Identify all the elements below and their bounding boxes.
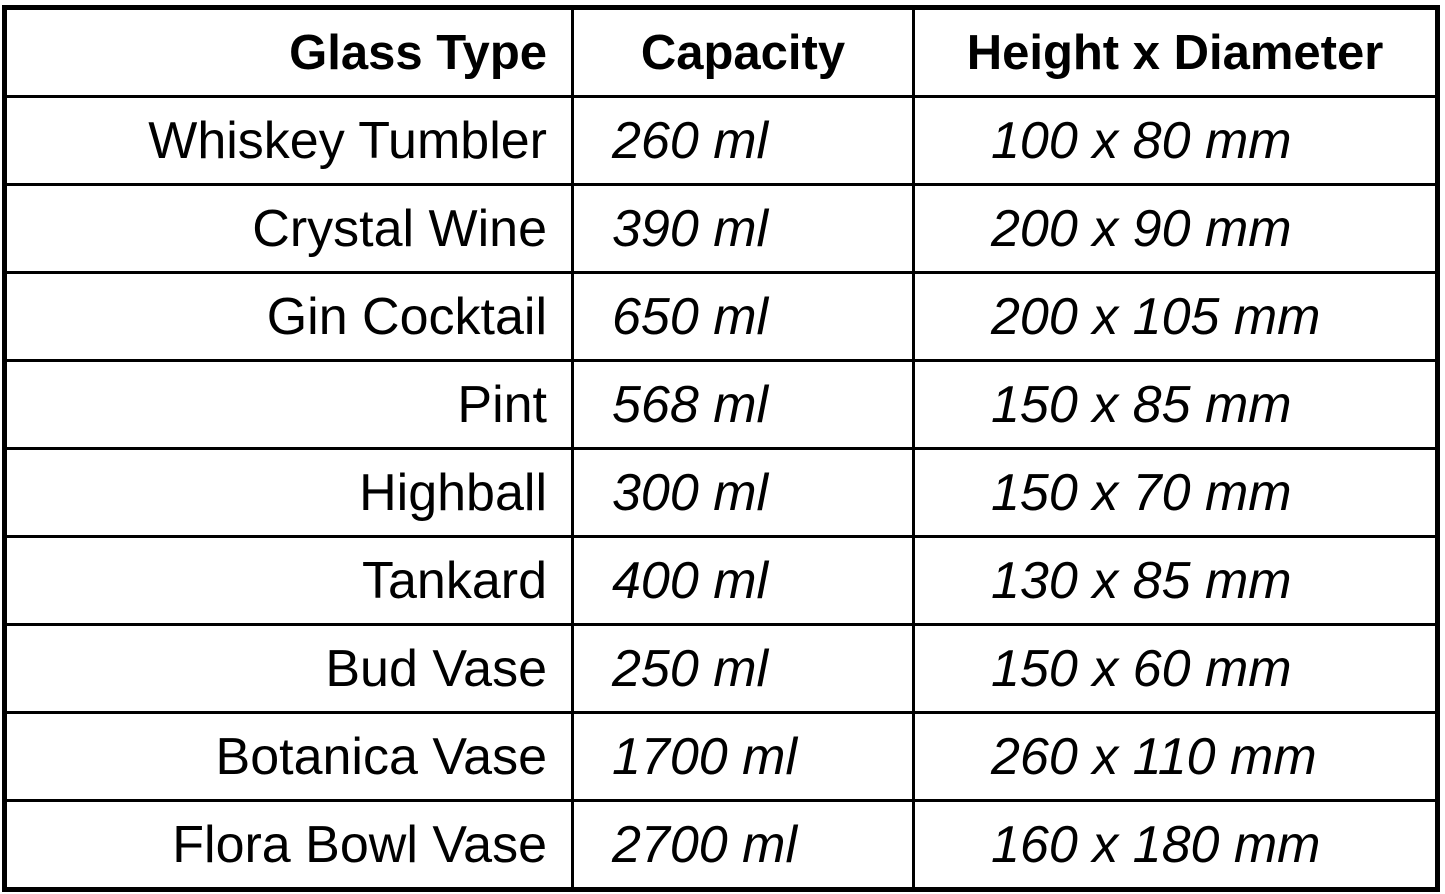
capacity-cell: 2700 ml: [571, 799, 915, 891]
glass-type-cell: Flora Bowl Vase: [3, 799, 574, 891]
table-row: Botanica Vase 1700 ml 260 x 110 mm: [3, 711, 1439, 802]
table-row: Crystal Wine 390 ml 200 x 90 mm: [3, 183, 1439, 274]
capacity-cell: 250 ml: [571, 623, 915, 714]
dimensions-cell: 200 x 105 mm: [912, 271, 1439, 362]
table-body: Whiskey Tumbler 260 ml 100 x 80 mm Crystal …: [3, 95, 1439, 891]
dimensions-cell: 150 x 70 mm: [912, 447, 1439, 538]
capacity-cell: 390 ml: [571, 183, 915, 274]
glass-specs-table: Glass Type Capacity Height x Diameter Wh…: [2, 5, 1440, 892]
capacity-cell: 260 ml: [571, 95, 915, 186]
glass-type-cell: Whiskey Tumbler: [3, 95, 574, 186]
table-row: Gin Cocktail 650 ml 200 x 105 mm: [3, 271, 1439, 362]
capacity-cell: 300 ml: [571, 447, 915, 538]
capacity-cell: 650 ml: [571, 271, 915, 362]
header-capacity: Capacity: [571, 6, 915, 98]
capacity-cell: 568 ml: [571, 359, 915, 450]
header-row: Glass Type Capacity Height x Diameter: [3, 6, 1439, 98]
dimensions-cell: 260 x 110 mm: [912, 711, 1439, 802]
glass-type-cell: Highball: [3, 447, 574, 538]
dimensions-cell: 200 x 90 mm: [912, 183, 1439, 274]
glass-type-cell: Botanica Vase: [3, 711, 574, 802]
dimensions-cell: 100 x 80 mm: [912, 95, 1439, 186]
glass-type-cell: Gin Cocktail: [3, 271, 574, 362]
header-dimensions: Height x Diameter: [912, 6, 1439, 98]
glass-type-cell: Pint: [3, 359, 574, 450]
dimensions-cell: 150 x 60 mm: [912, 623, 1439, 714]
header-glass-type: Glass Type: [3, 6, 574, 98]
table-row: Pint 568 ml 150 x 85 mm: [3, 359, 1439, 450]
dimensions-cell: 160 x 180 mm: [912, 799, 1439, 891]
dimensions-cell: 150 x 85 mm: [912, 359, 1439, 450]
table-row: Whiskey Tumbler 260 ml 100 x 80 mm: [3, 95, 1439, 186]
table-row: Highball 300 ml 150 x 70 mm: [3, 447, 1439, 538]
dimensions-cell: 130 x 85 mm: [912, 535, 1439, 626]
capacity-cell: 400 ml: [571, 535, 915, 626]
glass-type-cell: Crystal Wine: [3, 183, 574, 274]
glass-type-cell: Tankard: [3, 535, 574, 626]
glass-type-cell: Bud Vase: [3, 623, 574, 714]
table-row: Bud Vase 250 ml 150 x 60 mm: [3, 623, 1439, 714]
table-row: Tankard 400 ml 130 x 85 mm: [3, 535, 1439, 626]
capacity-cell: 1700 ml: [571, 711, 915, 802]
table-row: Flora Bowl Vase 2700 ml 160 x 180 mm: [3, 799, 1439, 891]
